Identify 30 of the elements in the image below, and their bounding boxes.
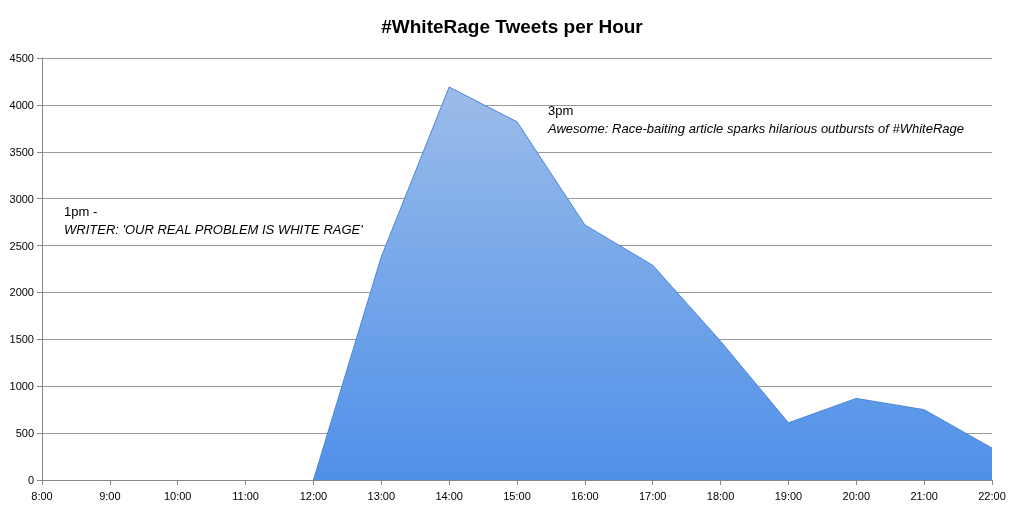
x-tick-label: 17:00 xyxy=(638,489,667,502)
y-tick-label: 2000 xyxy=(9,286,34,299)
x-tick-label: 8:00 xyxy=(31,489,53,502)
y-tick-label: 500 xyxy=(15,427,34,440)
x-tick-label: 20:00 xyxy=(842,489,871,502)
x-tick-label: 13:00 xyxy=(367,489,396,502)
y-tick-label: 2500 xyxy=(9,239,34,252)
annotation: 1pm - xyxy=(64,204,98,219)
annotation: Awesome: Race-baiting article sparks hilarious outbursts of #WhiteRage xyxy=(547,121,964,136)
x-tick-label: 11:00 xyxy=(232,489,259,502)
y-tick-label: 0 xyxy=(27,474,34,486)
x-tick-label: 14:00 xyxy=(435,489,463,502)
x-tick-label: 9:00 xyxy=(99,489,121,502)
annotation: WRITER: 'OUR REAL PROBLEM IS WHITE RAGE' xyxy=(64,222,364,237)
x-tick-label: 10:00 xyxy=(163,489,192,502)
annotation: 3pm xyxy=(548,103,574,118)
x-tick-label: 19:00 xyxy=(774,489,803,502)
y-tick-label: 1000 xyxy=(9,380,34,393)
x-tick-label: 21:00 xyxy=(910,489,938,502)
y-tick-label: 1500 xyxy=(9,333,34,346)
x-tick-label: 12:00 xyxy=(299,489,328,502)
y-tick-label: 3000 xyxy=(9,192,34,205)
y-tick-label: 4500 xyxy=(9,52,34,64)
y-tick-label: 3500 xyxy=(9,145,34,158)
x-tick-label: 16:00 xyxy=(571,489,599,502)
y-tick-label: 4000 xyxy=(9,98,34,111)
x-tick-label: 18:00 xyxy=(706,489,735,502)
x-tick-label: 22:00 xyxy=(978,489,1006,502)
x-tick-label: 15:00 xyxy=(503,489,531,502)
chart-title: #WhiteRage Tweets per Hour xyxy=(381,16,644,37)
